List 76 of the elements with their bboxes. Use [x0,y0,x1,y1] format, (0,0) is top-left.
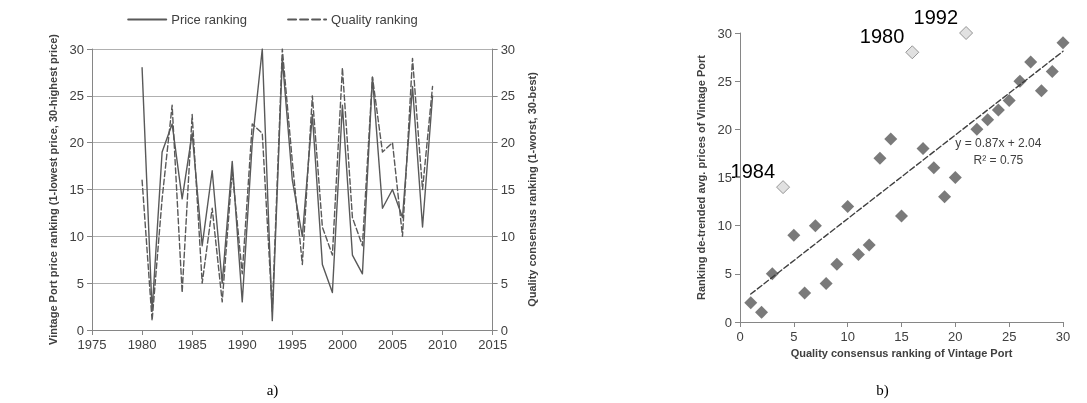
point [819,276,833,290]
legend-label: Price ranking [171,12,248,27]
text: b) [876,381,889,399]
x-tick-label: 2000 [327,337,357,352]
x-tick-label: 5 [790,329,798,344]
x-tick-label: 2005 [378,337,407,352]
point [970,122,984,136]
point [755,305,769,319]
x-tick-label: 1980 [127,337,157,352]
point [927,161,941,175]
point [948,171,962,184]
x-tick-label: 1990 [227,337,257,352]
y2-axis-title: Quality consensus ranking (1-worst, 30-best) [525,71,538,307]
point [1056,36,1070,50]
point [744,296,758,310]
y-tick-label: 25 [717,73,732,89]
text: a) [266,381,279,399]
annotation: R² = 0.75 [973,152,1024,167]
point [1002,93,1016,107]
y-tick-label: 30 [717,25,732,41]
line-series [141,48,434,322]
y2-tick-label: 10 [500,228,516,244]
y2-tick-label: 15 [500,182,516,197]
y-tick-label: 10 [69,228,84,244]
y2-tick-label: 30 [500,41,516,57]
point [895,209,908,223]
point [1024,55,1038,69]
x-tick-label: 1995 [277,337,307,352]
y-tick-label: 15 [69,182,84,197]
point [1045,65,1059,79]
x-tick-label: 2015 [478,337,508,352]
point [938,190,952,204]
y-axis-title: Vintage Port price ranking (1-lowest price, 30-highest price) [47,33,60,345]
point [991,103,1005,117]
point [830,257,844,271]
point [851,248,865,262]
y-tick-label: 20 [717,121,732,137]
x-tick-label: 25 [1001,329,1017,344]
x-tick-label: 15 [894,329,909,344]
y2-tick-label: 5 [500,275,508,291]
point [841,199,855,213]
legend-label: Quality ranking [331,12,418,27]
point [884,132,898,146]
x-tick-label: 10 [840,329,855,344]
x-axis-title: Quality consensus ranking of Vintage Port [790,347,1013,360]
point [981,113,995,127]
point [862,238,876,252]
point [808,219,822,233]
point [798,286,812,300]
x-tick-label: 20 [948,329,963,344]
point [787,228,801,242]
y-tick-label: 5 [724,266,732,282]
y2-tick-label: 20 [500,135,516,151]
point [873,151,887,165]
annotation: 1980 [859,25,905,48]
y-tick-label: 10 [717,218,732,234]
y-tick-label: 20 [69,135,84,151]
x-tick-label: 1985 [177,337,207,352]
point [959,26,974,40]
point [905,45,920,60]
y-tick-label: 5 [76,275,84,291]
y-axis-title: Ranking de-trended avg. prices of Vintage Port [695,54,708,300]
x-tick-label: 1975 [77,337,107,352]
x-tick-label: 2010 [428,337,458,352]
y2-tick-label: 25 [500,88,516,104]
point [1034,84,1048,98]
y-tick-label: 15 [717,170,732,185]
y-tick-label: 30 [69,41,84,57]
annotation: 1992 [913,6,959,28]
point [776,180,791,195]
y-tick-label: 25 [69,88,84,104]
x-tick-label: 0 [736,329,744,344]
y-tick-label: 0 [724,314,732,330]
point [916,142,930,156]
annotation: y = 0.87x + 2.04 [955,135,1042,150]
x-tick-label: 30 [1055,329,1071,344]
